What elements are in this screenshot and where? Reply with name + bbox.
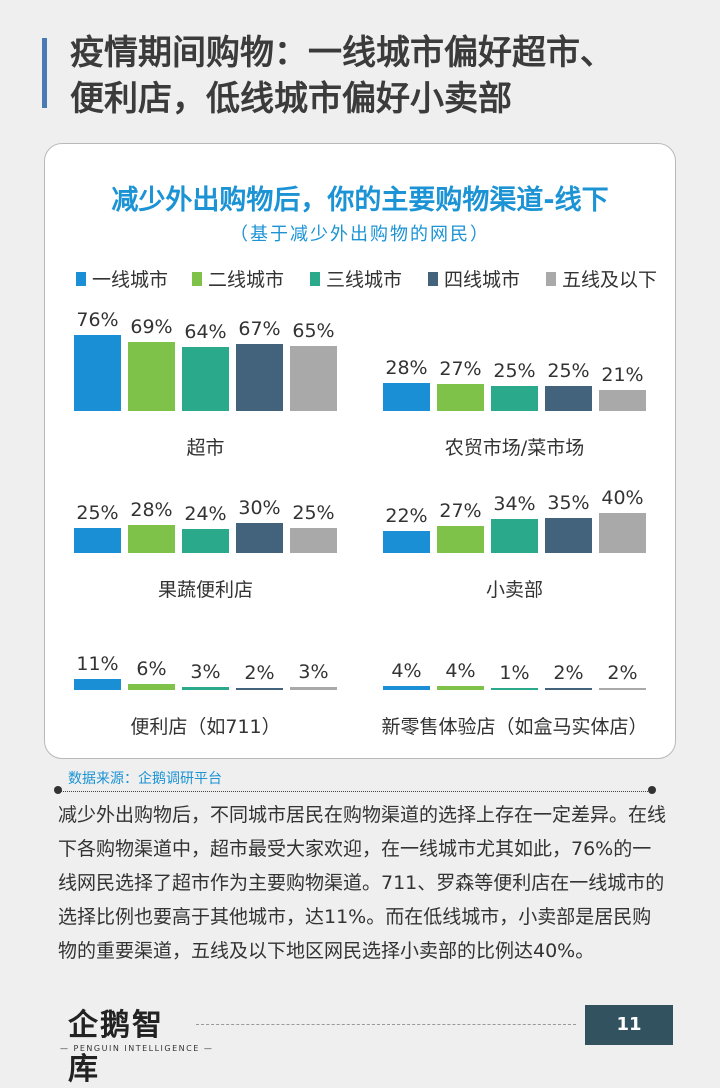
data-label-2-5: 21%	[601, 364, 643, 386]
data-label-5-5: 3%	[298, 661, 328, 683]
data-label-3-4: 30%	[238, 497, 280, 519]
data-label-2-1: 28%	[385, 357, 427, 379]
footer-dashed-line	[196, 1024, 576, 1025]
logo-subtext: — PENGUIN INTELLIGENCE —	[60, 1044, 214, 1053]
bar-5-4	[236, 688, 283, 690]
bar-4-5	[599, 513, 646, 553]
data-label-2-3: 25%	[493, 360, 535, 382]
data-label-5-3: 3%	[190, 661, 220, 683]
headline-line-2: 便利店，低线城市偏好小卖部	[70, 79, 512, 119]
bar-4-2	[437, 526, 484, 553]
legend-swatch-1	[76, 272, 86, 286]
data-label-1-4: 67%	[238, 318, 280, 340]
category-label-3: 果蔬便利店	[158, 579, 253, 601]
legend-swatch-5	[546, 272, 556, 286]
bar-2-1	[383, 383, 430, 411]
bar-1-3	[182, 347, 229, 411]
data-label-3-2: 28%	[130, 499, 172, 521]
bar-4-1	[383, 531, 430, 553]
page-number: 11	[585, 1005, 673, 1045]
bar-6-2	[437, 686, 484, 690]
bar-5-1	[74, 679, 121, 690]
bar-5-2	[128, 684, 175, 690]
data-label-1-2: 69%	[130, 316, 172, 338]
legend-label-2: 二线城市	[208, 269, 284, 291]
data-label-6-3: 1%	[499, 662, 529, 684]
data-label-1-3: 64%	[184, 321, 226, 343]
body-paragraph: 减少外出购物后，不同城市居民在购物渠道的选择上存在一定差异。在线下各购物渠道中，…	[58, 804, 667, 962]
bar-5-3	[182, 687, 229, 690]
data-label-4-2: 27%	[439, 500, 481, 522]
data-label-4-5: 40%	[601, 487, 643, 509]
data-label-5-4: 2%	[244, 662, 274, 684]
data-label-6-4: 2%	[553, 662, 583, 684]
page-headline: 疫情期间购物：一线城市偏好超市、 便利店，低线城市偏好小卖部	[70, 30, 710, 122]
data-label-4-4: 35%	[547, 492, 589, 514]
data-label-3-3: 24%	[184, 503, 226, 525]
bar-2-4	[545, 386, 592, 411]
bar-4-4	[545, 518, 592, 553]
data-label-4-1: 22%	[385, 505, 427, 527]
bar-4-3	[491, 519, 538, 553]
data-label-1-1: 76%	[76, 309, 118, 331]
data-source: 数据来源：企鹅调研平台	[68, 771, 222, 787]
bar-3-3	[182, 529, 229, 553]
logo-text: 企鹅智库	[68, 1008, 164, 1087]
bar-3-1	[74, 528, 121, 553]
data-label-5-2: 6%	[136, 658, 166, 680]
chart-subtitle: （基于减少外出购物的网民）	[230, 224, 490, 245]
data-label-6-1: 4%	[391, 660, 421, 682]
bar-1-4	[236, 344, 283, 411]
bar-2-2	[437, 384, 484, 411]
bar-2-3	[491, 386, 538, 411]
divider-line	[58, 791, 652, 792]
bar-3-4	[236, 523, 283, 553]
penguin-intelligence-logo: 企鹅智库 — PENGUIN INTELLIGENCE —	[60, 1000, 212, 1087]
data-label-5-1: 11%	[76, 653, 118, 675]
category-label-1: 超市	[186, 437, 224, 459]
bar-3-2	[128, 525, 175, 553]
category-label-6: 新零售体验店（如盒马实体店）	[381, 716, 647, 738]
data-label-2-2: 27%	[439, 358, 481, 380]
legend-label-4: 四线城市	[444, 269, 520, 291]
chart-title: 减少外出购物后，你的主要购物渠道-线下	[111, 185, 609, 216]
legend-label-1: 一线城市	[92, 269, 168, 291]
bar-6-4	[545, 688, 592, 690]
data-label-1-5: 65%	[292, 320, 334, 342]
divider-dot-left	[54, 786, 62, 794]
bar-1-5	[290, 346, 337, 411]
headline-line-1: 疫情期间购物：一线城市偏好超市、	[70, 33, 614, 73]
bar-1-1	[74, 335, 121, 411]
data-label-3-1: 25%	[76, 502, 118, 524]
legend-swatch-4	[428, 272, 438, 286]
bar-5-5	[290, 687, 337, 690]
bar-1-2	[128, 342, 175, 411]
headline-accent-bar	[42, 38, 47, 108]
bar-2-5	[599, 390, 646, 411]
category-label-5: 便利店（如711）	[130, 716, 280, 738]
data-label-6-2: 4%	[445, 660, 475, 682]
data-label-2-4: 25%	[547, 360, 589, 382]
data-label-3-5: 25%	[292, 502, 334, 524]
category-label-2: 农贸市场/菜市场	[445, 437, 584, 459]
category-label-4: 小卖部	[486, 579, 543, 601]
data-label-4-3: 34%	[493, 493, 535, 515]
divider-dot-right	[648, 786, 656, 794]
legend-swatch-2	[192, 272, 202, 286]
chart-card	[44, 143, 676, 759]
legend-swatch-3	[310, 272, 320, 286]
bar-6-5	[599, 688, 646, 690]
data-label-6-5: 2%	[607, 662, 637, 684]
legend-label-5: 五线及以下	[562, 269, 657, 291]
legend-label-3: 三线城市	[326, 269, 402, 291]
bar-6-1	[383, 686, 430, 690]
bar-6-3	[491, 688, 538, 690]
bar-3-5	[290, 528, 337, 553]
